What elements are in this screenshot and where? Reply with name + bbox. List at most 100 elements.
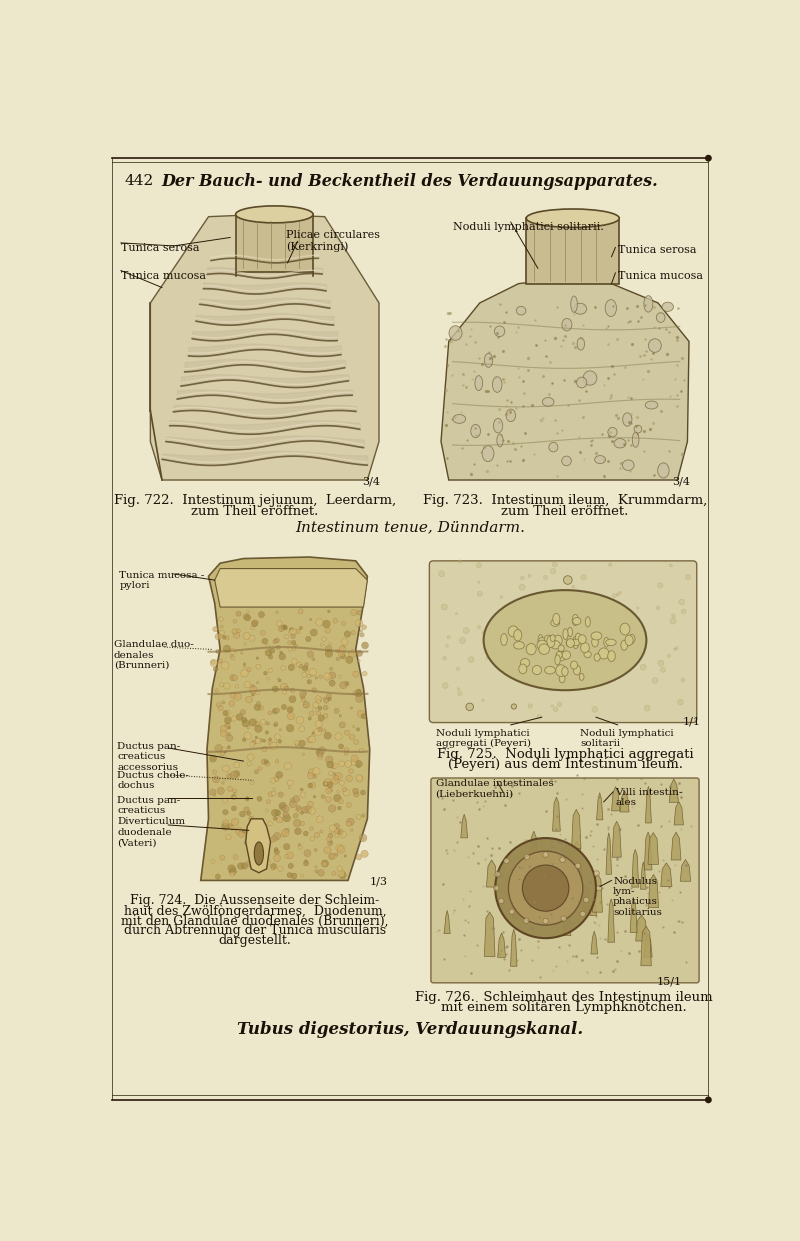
Circle shape <box>315 676 318 679</box>
Circle shape <box>280 652 282 654</box>
Circle shape <box>284 625 287 628</box>
Circle shape <box>706 155 711 161</box>
Circle shape <box>640 664 646 670</box>
Circle shape <box>359 748 364 753</box>
Circle shape <box>273 788 275 791</box>
Ellipse shape <box>649 339 662 352</box>
Circle shape <box>227 732 230 736</box>
Circle shape <box>238 831 245 838</box>
Circle shape <box>345 681 349 686</box>
Circle shape <box>318 715 324 721</box>
Circle shape <box>550 568 556 573</box>
Circle shape <box>230 655 233 658</box>
Polygon shape <box>680 860 690 881</box>
Circle shape <box>300 691 306 697</box>
Circle shape <box>356 814 361 819</box>
Circle shape <box>226 834 231 840</box>
Circle shape <box>355 761 362 767</box>
Circle shape <box>231 716 237 721</box>
Circle shape <box>330 668 333 670</box>
Ellipse shape <box>562 666 568 676</box>
Circle shape <box>249 719 257 726</box>
Circle shape <box>351 758 358 766</box>
Polygon shape <box>444 911 450 933</box>
Circle shape <box>523 918 529 923</box>
Text: Fig. 724.  Die Aussenseite der Schleim-: Fig. 724. Die Aussenseite der Schleim- <box>130 895 380 907</box>
Circle shape <box>301 697 306 702</box>
Circle shape <box>572 586 575 588</box>
Polygon shape <box>214 568 367 607</box>
Circle shape <box>311 733 314 737</box>
Ellipse shape <box>556 652 566 660</box>
Circle shape <box>344 730 350 735</box>
Circle shape <box>256 828 262 833</box>
Circle shape <box>294 644 298 647</box>
Circle shape <box>342 645 345 648</box>
Circle shape <box>241 669 248 676</box>
Circle shape <box>310 783 316 788</box>
Circle shape <box>314 795 316 798</box>
Text: Ductus pan-
creaticus: Ductus pan- creaticus <box>117 795 180 815</box>
Circle shape <box>224 717 231 724</box>
Text: Tunica serosa: Tunica serosa <box>121 243 199 253</box>
Circle shape <box>234 632 240 638</box>
Circle shape <box>247 668 251 671</box>
Circle shape <box>557 702 562 706</box>
Text: Fig. 725.  Noduli lymphatici aggregati: Fig. 725. Noduli lymphatici aggregati <box>437 748 694 761</box>
Circle shape <box>270 742 277 750</box>
Circle shape <box>303 701 310 709</box>
Circle shape <box>351 630 355 634</box>
Circle shape <box>263 845 269 851</box>
Circle shape <box>312 688 317 692</box>
Circle shape <box>268 711 272 715</box>
Circle shape <box>276 620 282 627</box>
Circle shape <box>541 660 544 663</box>
Circle shape <box>282 833 286 836</box>
Circle shape <box>326 788 331 794</box>
Circle shape <box>268 668 273 673</box>
Ellipse shape <box>622 460 634 470</box>
Circle shape <box>344 630 350 638</box>
Ellipse shape <box>516 307 526 315</box>
Circle shape <box>220 730 226 736</box>
Circle shape <box>478 581 480 583</box>
Ellipse shape <box>578 634 586 644</box>
Polygon shape <box>636 915 647 941</box>
Circle shape <box>332 763 338 768</box>
Circle shape <box>315 721 322 727</box>
Circle shape <box>346 822 351 827</box>
Text: 1/3: 1/3 <box>370 876 388 886</box>
Circle shape <box>278 866 283 871</box>
Polygon shape <box>562 903 571 936</box>
Circle shape <box>287 709 292 714</box>
Circle shape <box>324 779 331 786</box>
Polygon shape <box>641 926 651 965</box>
Circle shape <box>255 736 258 738</box>
Text: zum Theil eröffnet.: zum Theil eröffnet. <box>191 505 318 517</box>
Circle shape <box>277 817 283 823</box>
Circle shape <box>266 809 269 812</box>
Circle shape <box>316 815 323 823</box>
Polygon shape <box>564 841 571 869</box>
Ellipse shape <box>544 635 553 643</box>
Circle shape <box>258 767 262 771</box>
Ellipse shape <box>570 297 578 313</box>
Circle shape <box>339 871 346 879</box>
Circle shape <box>290 798 295 803</box>
Ellipse shape <box>586 617 590 627</box>
Ellipse shape <box>556 665 566 676</box>
Circle shape <box>210 755 217 762</box>
Ellipse shape <box>526 208 619 227</box>
Ellipse shape <box>545 666 555 674</box>
Circle shape <box>258 706 263 710</box>
Circle shape <box>308 717 311 720</box>
Text: Diverticulum
duodenale
(Vateri): Diverticulum duodenale (Vateri) <box>117 818 185 848</box>
Circle shape <box>258 829 262 833</box>
Ellipse shape <box>254 841 263 865</box>
Circle shape <box>327 611 330 613</box>
Circle shape <box>326 694 331 699</box>
Circle shape <box>345 761 352 767</box>
Circle shape <box>231 805 236 810</box>
Circle shape <box>357 764 360 767</box>
Circle shape <box>686 575 690 580</box>
